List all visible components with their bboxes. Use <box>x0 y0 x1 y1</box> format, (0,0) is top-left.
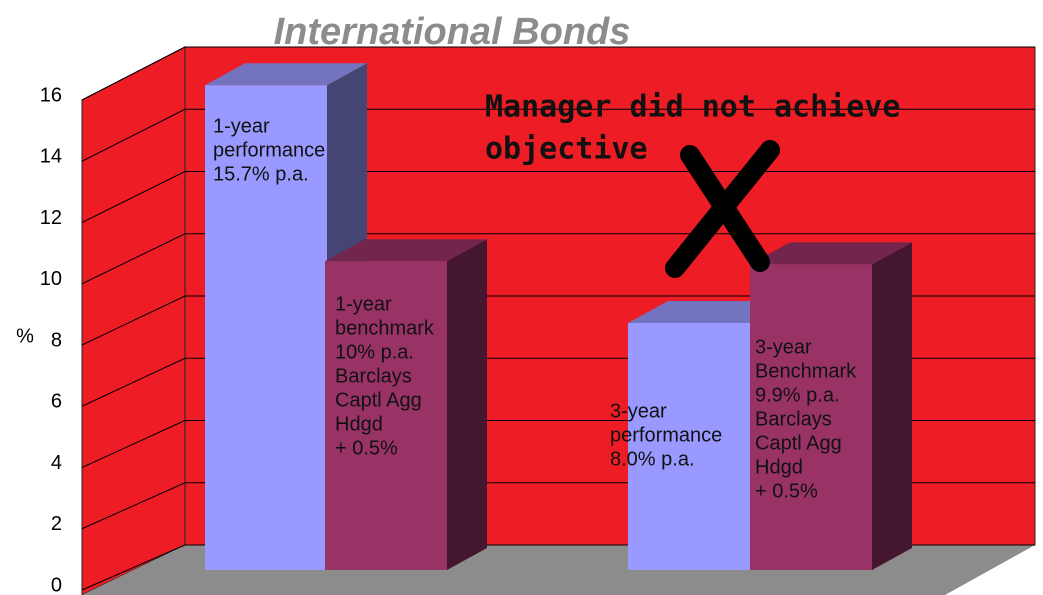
bar <box>325 261 447 570</box>
bar-top <box>205 63 367 86</box>
y-tick-label: 14 <box>40 146 62 168</box>
grid-line <box>81 108 186 162</box>
bar-group <box>750 242 912 570</box>
y-tick-label: 16 <box>40 84 62 106</box>
y-tick-label: 2 <box>51 513 62 535</box>
bar-label: performance <box>213 139 325 161</box>
y-tick-label: 4 <box>51 452 62 474</box>
bar-label: Barclays <box>755 408 832 430</box>
bar-label: Captl Agg <box>335 389 422 411</box>
bar-top <box>628 301 790 323</box>
bar <box>628 323 750 570</box>
y-tick-label: 10 <box>40 268 62 290</box>
grid-line <box>81 46 186 101</box>
x-mark <box>665 140 780 278</box>
annotation: objective <box>485 132 648 167</box>
y-tick-label: 12 <box>40 207 62 229</box>
y-tick-label: 0 <box>51 574 62 595</box>
bar-side <box>447 239 487 570</box>
bar-label: 1-year <box>213 115 270 137</box>
bar-group <box>325 239 487 570</box>
bar-label: benchmark <box>335 317 435 339</box>
bar <box>750 264 872 570</box>
bar-label: Hdgd <box>755 456 803 478</box>
bar <box>205 85 327 570</box>
bar-label: Barclays <box>335 365 412 387</box>
bar-label: 10% p.a. <box>335 341 414 363</box>
annotation: Manager did not achieve <box>485 90 900 125</box>
bar-label: Captl Agg <box>755 432 842 454</box>
bar-side <box>872 242 912 570</box>
bar-label: Hdgd <box>335 413 383 435</box>
grid-line <box>81 482 186 530</box>
bar-label: 1-year <box>335 293 392 315</box>
grid-line <box>81 171 186 223</box>
chart-title: International Bonds <box>274 11 631 53</box>
grid-line <box>81 420 186 468</box>
y-tick-label: 8 <box>51 329 62 351</box>
grid-line <box>81 233 186 285</box>
y-axis-label: % <box>16 325 34 347</box>
grid-line <box>81 544 186 591</box>
bar-label: 15.7% p.a. <box>213 163 309 185</box>
bar-label: 3-year <box>610 400 667 422</box>
bar-label: 3-year <box>755 336 812 358</box>
bar-label: 9.9% p.a. <box>755 384 840 406</box>
grid-line <box>81 295 186 346</box>
bar-label: Benchmark <box>755 360 857 382</box>
bar-top <box>750 242 912 265</box>
bar-label: 8.0% p.a. <box>610 448 695 470</box>
bar-label: + 0.5% <box>335 437 398 459</box>
bar-top <box>325 239 487 262</box>
bar-label: performance <box>610 424 722 446</box>
grid-line <box>81 357 186 407</box>
y-tick-label: 6 <box>51 391 62 413</box>
bar-label: + 0.5% <box>755 480 818 502</box>
